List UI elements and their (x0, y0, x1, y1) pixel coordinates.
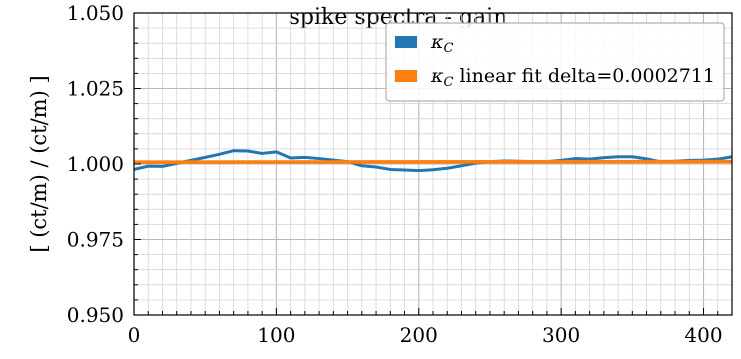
x-tick-label: 100 (257, 323, 295, 347)
y-tick-label: 1.025 (67, 77, 124, 101)
y-tick-label: 0.950 (67, 303, 124, 327)
y-tick-label: 1.000 (67, 152, 124, 176)
x-tick-label: 200 (400, 323, 438, 347)
y-tick-label: 1.050 (67, 1, 124, 25)
legend-swatch-series-0 (395, 36, 417, 48)
x-tick-label: 0 (128, 323, 141, 347)
series-line-kappa-c (133, 149, 733, 173)
legend-label-series-1: κC linear fit delta=0.0002711 (430, 65, 715, 90)
y-tick-label: 0.975 (67, 228, 124, 252)
axis-ticks (133, 12, 733, 316)
x-tick-labels: 0 100 200 300 400 (128, 323, 723, 347)
legend-label-series-0: κC (430, 31, 453, 56)
y-tick-labels: 0.950 0.975 1.000 1.025 1.050 (67, 1, 124, 327)
series-line-linear-fit (133, 159, 733, 164)
x-tick-label: 400 (684, 323, 722, 347)
x-tick-label: 300 (542, 323, 580, 347)
y-axis-label: [ (ct/m) / (ct/m) ] (27, 75, 51, 252)
legend-box (385, 22, 725, 102)
legend-swatch-series-1 (395, 70, 417, 82)
legend: κC κC linear fit delta=0.0002711 (385, 22, 725, 102)
series-layer (133, 149, 733, 173)
